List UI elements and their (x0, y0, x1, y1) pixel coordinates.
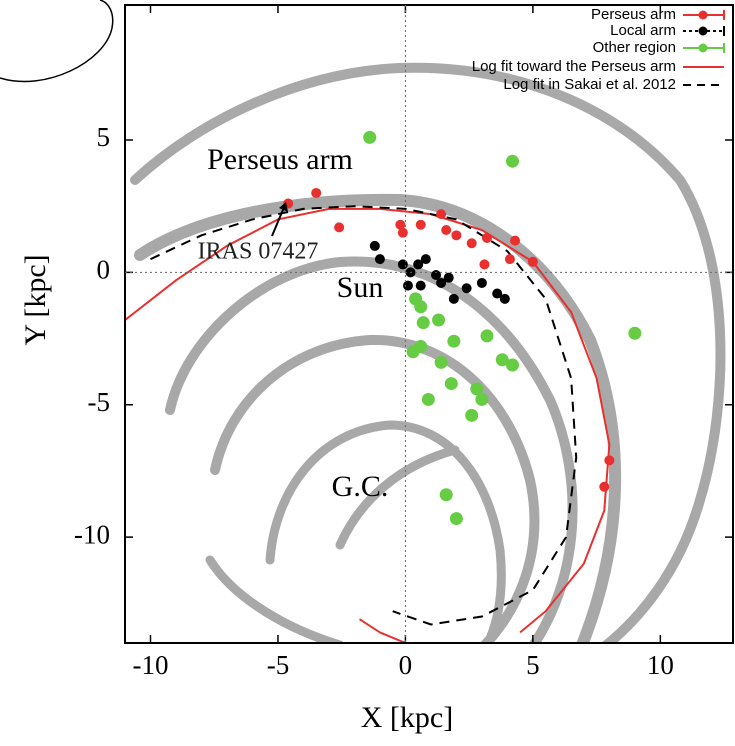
y-tick-label: -5 (88, 387, 111, 417)
legend-marker (698, 43, 708, 53)
point (527, 256, 538, 267)
point (480, 329, 494, 343)
point (420, 254, 431, 265)
point (369, 240, 380, 251)
y-tick-label: 0 (97, 255, 111, 285)
y-tick-label: 5 (97, 122, 111, 152)
point (397, 227, 408, 238)
point (504, 254, 515, 265)
point (441, 225, 452, 236)
point (505, 358, 519, 372)
point (363, 130, 377, 144)
point (431, 270, 442, 281)
fit-line (150, 205, 578, 626)
point (414, 300, 428, 314)
point (599, 481, 610, 492)
point (334, 222, 345, 233)
point (311, 187, 322, 198)
point (415, 280, 426, 291)
point (413, 259, 424, 270)
legend-marker (698, 26, 708, 36)
point (510, 235, 521, 246)
point (436, 277, 447, 288)
arm (134, 193, 622, 643)
annotation: Perseus arm (207, 143, 353, 176)
point (402, 280, 413, 291)
point (476, 277, 487, 288)
annotation: G.C. (332, 470, 389, 503)
point (449, 512, 463, 526)
y-tick-label: -10 (74, 519, 110, 549)
point (447, 334, 461, 348)
point (439, 488, 453, 502)
legend-marker (698, 10, 708, 20)
x-tick-label: 10 (647, 650, 674, 680)
x-tick-label: -5 (267, 650, 290, 680)
legend-label: Log fit toward the Perseus arm (472, 58, 676, 75)
point (415, 219, 426, 230)
arm (165, 256, 578, 643)
annotation: Sun (337, 271, 384, 304)
point (466, 238, 477, 249)
point (495, 353, 509, 367)
point (434, 355, 448, 369)
point (628, 326, 642, 340)
point (451, 230, 462, 241)
legend-label: Local arm (610, 22, 676, 39)
y-axis-label: Y [kpc] (19, 254, 52, 345)
spiral-arms (130, 62, 726, 643)
point (374, 254, 385, 265)
plot (125, 130, 642, 643)
arrow-head (279, 202, 288, 212)
arm (210, 334, 540, 643)
point (479, 259, 490, 270)
point (505, 154, 519, 168)
arm (335, 445, 460, 550)
point (470, 382, 484, 396)
point (465, 408, 479, 422)
x-tick-label: 5 (526, 650, 540, 680)
point (421, 392, 435, 406)
arm (130, 62, 726, 643)
point (492, 288, 503, 299)
point (475, 392, 489, 406)
point (416, 316, 430, 330)
legend-label: Perseus arm (591, 6, 676, 23)
point (395, 219, 406, 230)
fit-line (125, 207, 611, 643)
annotation: IRAS 07427 (198, 239, 319, 265)
x-tick-label: -10 (132, 650, 168, 680)
arrow (271, 204, 286, 237)
plot-frame (124, 4, 734, 644)
point (461, 283, 472, 294)
point (481, 232, 492, 243)
point (436, 209, 447, 220)
legend-label: Log fit in Sakai et al. 2012 (503, 76, 676, 93)
decor-outline (0, 0, 114, 83)
arm (205, 555, 345, 643)
point (448, 293, 459, 304)
point (432, 313, 446, 327)
point (604, 455, 615, 466)
point (443, 272, 454, 283)
point (397, 259, 408, 270)
point (406, 345, 420, 359)
data-layer (125, 130, 642, 643)
x-axis-label: X [kpc] (361, 701, 453, 734)
x-tick-label: 0 (399, 650, 413, 680)
point (444, 377, 458, 391)
arm (265, 420, 506, 643)
legend-label: Other region (593, 39, 676, 56)
point (499, 293, 510, 304)
